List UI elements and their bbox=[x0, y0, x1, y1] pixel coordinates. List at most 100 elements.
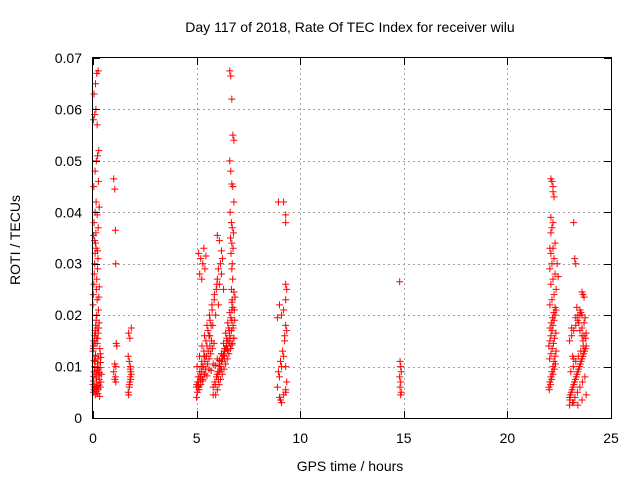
data-point bbox=[547, 249, 555, 257]
data-point bbox=[199, 377, 207, 385]
data-point bbox=[209, 321, 217, 329]
data-point bbox=[213, 231, 221, 239]
data-point bbox=[548, 296, 556, 304]
data-point bbox=[193, 393, 201, 401]
data-point bbox=[203, 342, 211, 350]
data-point bbox=[213, 386, 221, 394]
y-tick-label: 0.02 bbox=[55, 307, 82, 323]
x-tick-label: 20 bbox=[500, 430, 516, 446]
data-point bbox=[228, 341, 236, 349]
data-point bbox=[206, 332, 214, 340]
y-tick-label: 0.04 bbox=[55, 204, 82, 220]
data-point bbox=[125, 381, 133, 389]
data-point bbox=[574, 401, 582, 409]
data-point bbox=[195, 249, 203, 257]
data-point bbox=[273, 314, 281, 322]
y-axis-label: ROTI / TECUs bbox=[7, 195, 23, 285]
data-point bbox=[112, 378, 120, 386]
data-point bbox=[397, 391, 405, 399]
data-point bbox=[546, 265, 554, 273]
data-point bbox=[552, 285, 560, 293]
data-point bbox=[230, 136, 238, 144]
data-point bbox=[274, 368, 282, 376]
data-point bbox=[93, 324, 101, 332]
data-point bbox=[552, 329, 560, 337]
y-tick-label: 0.07 bbox=[55, 50, 82, 66]
data-point bbox=[281, 337, 289, 345]
data-point bbox=[396, 357, 404, 365]
data-point bbox=[570, 381, 578, 389]
data-point bbox=[551, 360, 559, 368]
data-point bbox=[549, 314, 557, 322]
data-point bbox=[547, 229, 555, 237]
data-point bbox=[280, 352, 288, 360]
data-point bbox=[228, 239, 236, 247]
data-point bbox=[96, 350, 104, 358]
data-point bbox=[90, 280, 98, 288]
data-point bbox=[570, 219, 578, 227]
data-point bbox=[548, 177, 556, 185]
data-point bbox=[576, 327, 584, 335]
data-point bbox=[196, 368, 204, 376]
data-point bbox=[214, 265, 222, 273]
data-point bbox=[112, 260, 120, 268]
data-point bbox=[397, 363, 405, 371]
data-point bbox=[578, 355, 586, 363]
data-point bbox=[273, 383, 281, 391]
data-point bbox=[94, 355, 102, 363]
data-point bbox=[89, 345, 97, 353]
data-point bbox=[282, 321, 290, 329]
data-point bbox=[278, 311, 286, 319]
data-point bbox=[546, 301, 554, 309]
plot-frame bbox=[92, 57, 612, 419]
data-point bbox=[547, 350, 555, 358]
data-point bbox=[211, 362, 219, 370]
data-point bbox=[90, 270, 98, 278]
y-tick-label: 0.01 bbox=[55, 359, 82, 375]
data-point bbox=[547, 280, 555, 288]
data-point bbox=[550, 193, 558, 201]
data-point bbox=[90, 90, 98, 98]
data-point bbox=[575, 365, 583, 373]
chart-title: Day 117 of 2018, Rate Of TEC Index for r… bbox=[185, 19, 514, 35]
x-tick-label: 10 bbox=[292, 430, 308, 446]
data-point bbox=[200, 352, 208, 360]
data-point bbox=[549, 339, 557, 347]
data-point bbox=[552, 347, 560, 355]
data-point bbox=[220, 285, 228, 293]
data-point bbox=[549, 275, 557, 283]
data-point bbox=[573, 303, 581, 311]
data-point bbox=[94, 67, 102, 75]
data-point bbox=[225, 350, 233, 358]
data-point bbox=[110, 368, 118, 376]
data-point bbox=[90, 183, 98, 191]
data-point bbox=[551, 334, 559, 342]
data-point bbox=[571, 255, 579, 263]
data-point bbox=[212, 311, 220, 319]
data-point bbox=[550, 255, 558, 263]
data-point bbox=[196, 270, 204, 278]
data-point bbox=[227, 234, 235, 242]
data-point bbox=[94, 224, 102, 232]
data-point bbox=[111, 226, 119, 234]
data-point bbox=[94, 265, 102, 273]
data-point bbox=[95, 147, 103, 155]
data-point bbox=[570, 399, 578, 407]
data-point bbox=[94, 306, 102, 314]
grid-lines bbox=[93, 58, 611, 418]
data-point bbox=[203, 372, 211, 380]
data-point bbox=[550, 365, 558, 373]
data-point bbox=[219, 255, 226, 263]
data-point bbox=[229, 229, 237, 237]
data-point bbox=[124, 352, 132, 360]
data-point bbox=[549, 370, 557, 378]
data-point bbox=[224, 319, 232, 327]
data-point bbox=[575, 319, 583, 327]
data-point bbox=[396, 383, 404, 391]
data-point bbox=[547, 319, 555, 327]
data-point bbox=[277, 357, 285, 365]
data-point bbox=[201, 265, 209, 273]
y-tick-label: 0.05 bbox=[55, 153, 82, 169]
data-point bbox=[547, 213, 555, 221]
data-point bbox=[545, 386, 553, 394]
